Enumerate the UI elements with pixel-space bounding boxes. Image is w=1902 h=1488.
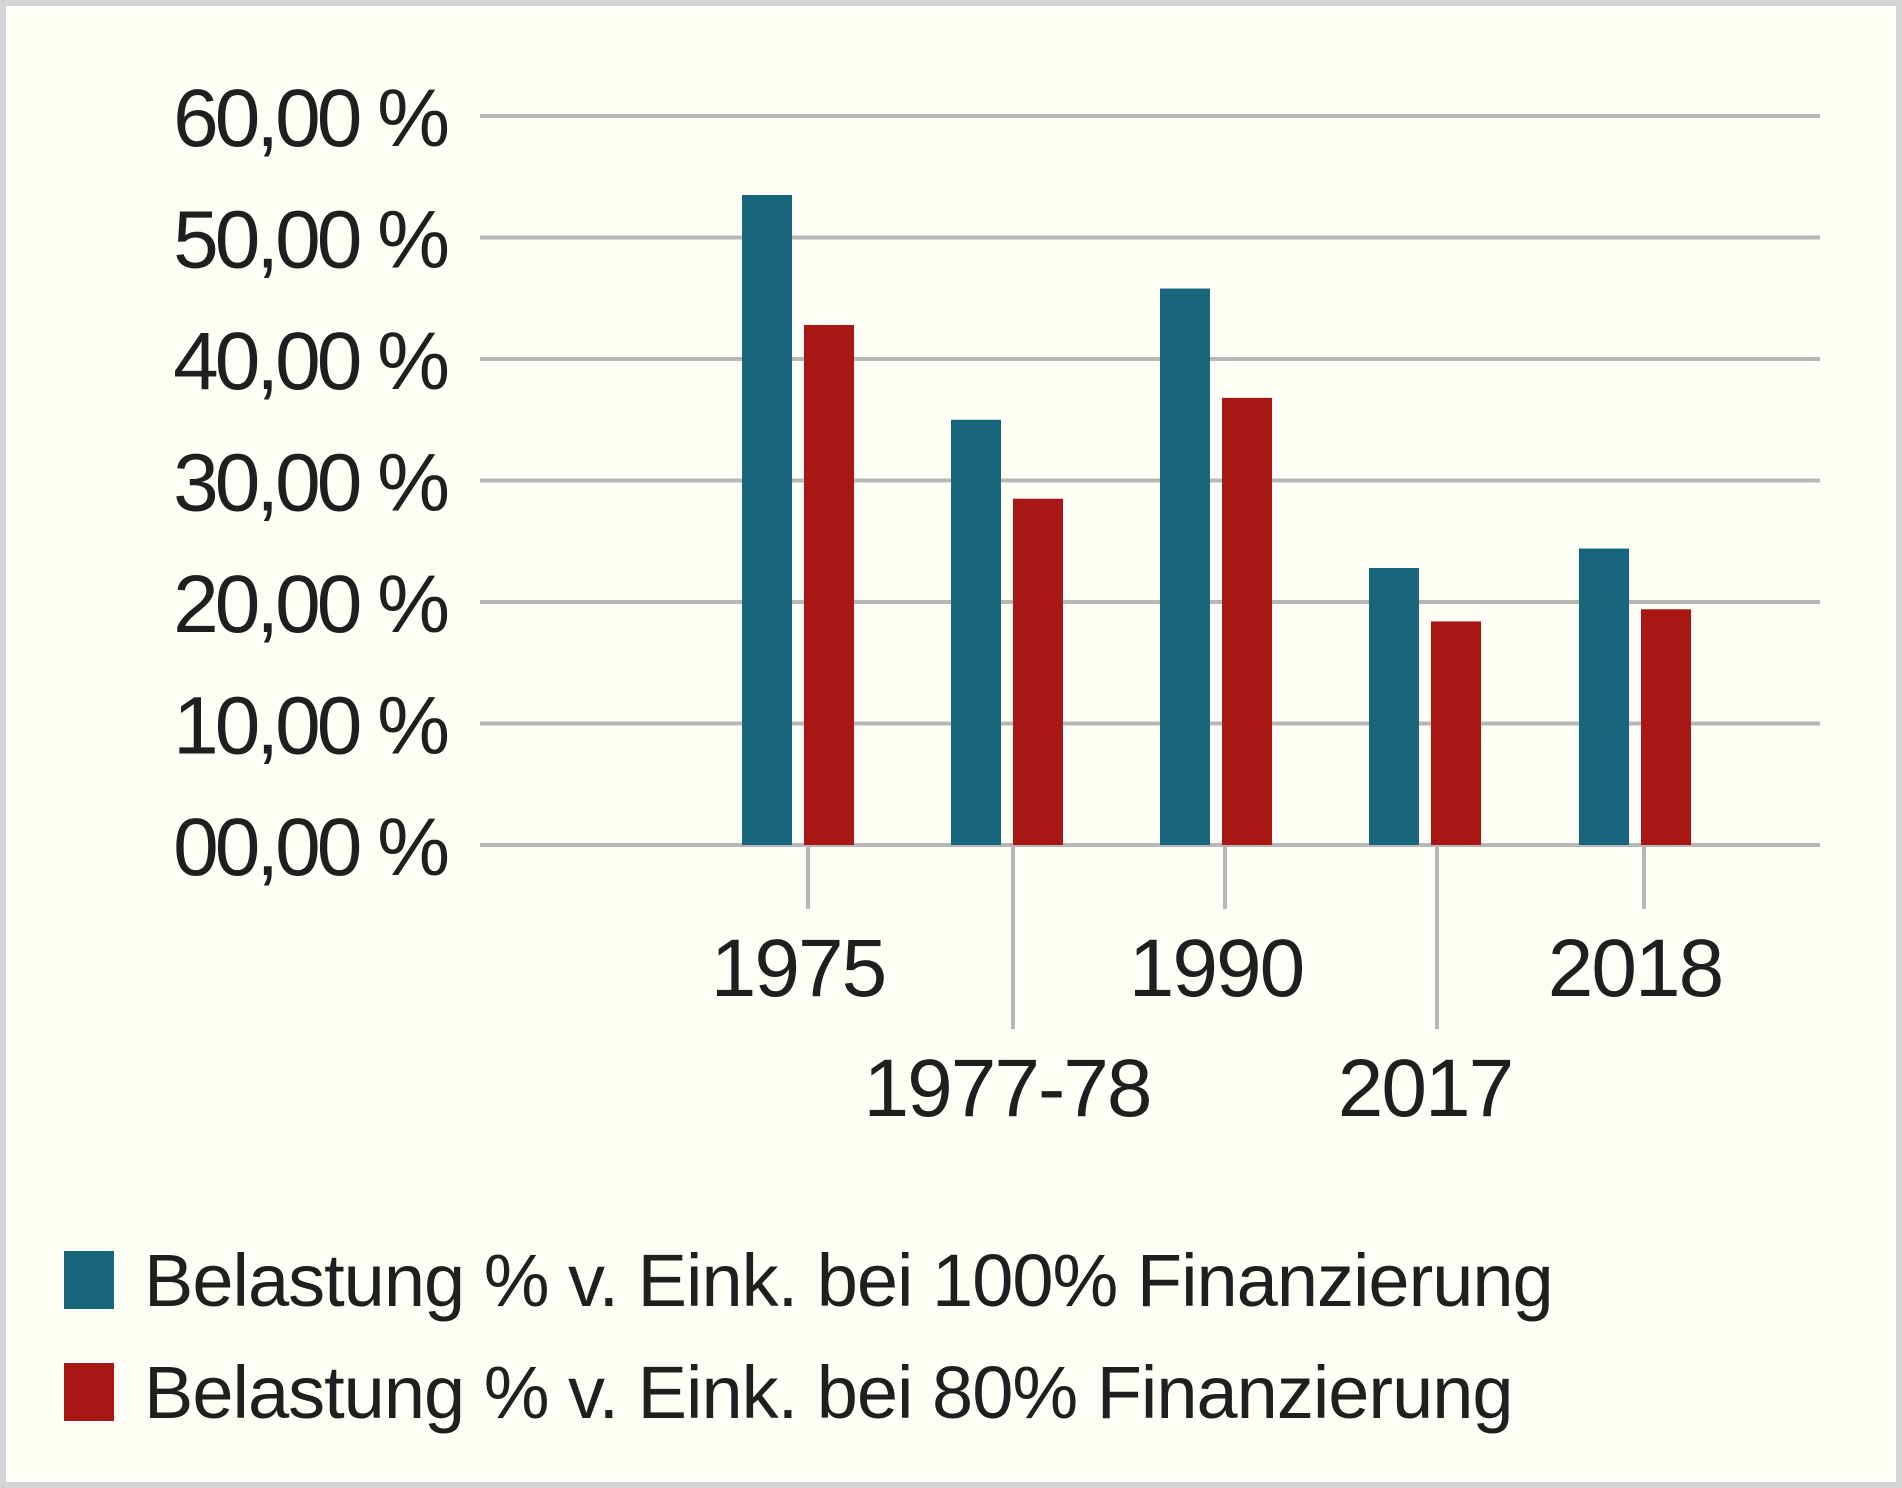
x-category-label: 1990 [1129,923,1303,1014]
legend: Belastung % v. Eink. bei 100% Finanzieru… [64,1224,1554,1448]
bar-chart: 00,00 % 10,00 % 20,00 % 30,00 % 40,00 % 50,00… [173,73,1820,1134]
y-tick-label: 20,00 % [173,559,447,650]
y-axis-tick-labels: 00,00 % 10,00 % 20,00 % 30,00 % 40,00 % 50,00… [173,73,451,893]
bar-series-2-1975 [804,324,854,846]
bar-series-2-1990 [1222,397,1272,845]
y-tick-label: 40,00 % [173,316,447,407]
legend-label-series-1: Belastung % v. Eink. bei 100% Finanzieru… [144,1238,1554,1322]
y-tick-label: 30,00 % [173,438,447,529]
legend-swatch-series-2 [64,1363,114,1421]
bar-series-1-1975 [742,194,792,846]
x-axis: 1975 1977-78 1990 2017 2018 [711,845,1724,1134]
bar-series-1-2017 [1369,567,1419,845]
y-tick-label: 00,00 % [173,802,447,893]
legend-item-series-1: Belastung % v. Eink. bei 100% Finanzieru… [64,1224,1554,1336]
x-category-label: 1977-78 [864,1043,1151,1134]
y-tick-label: 10,00 % [173,681,447,772]
bar-series-1-1977-78 [951,419,1001,845]
legend-item-series-2: Belastung % v. Eink. bei 80% Finanzierun… [64,1336,1553,1448]
y-tick-label: 50,00 % [173,195,447,286]
x-category-label: 2017 [1338,1043,1512,1134]
bar-series-2-2017 [1431,621,1481,845]
bar-series-2-2018 [1641,609,1691,845]
gridlines [480,114,1820,847]
legend-swatch-series-1 [64,1251,114,1309]
bar-series-1-1990 [1160,288,1210,845]
bars [742,194,1691,846]
x-category-label: 2018 [1548,923,1722,1014]
bar-series-1-2018 [1579,548,1629,845]
legend-label-series-2: Belastung % v. Eink. bei 80% Finanzierun… [144,1350,1514,1434]
x-category-label: 1975 [711,923,885,1014]
y-tick-label: 60,00 % [173,73,447,164]
bar-series-2-1977-78 [1013,498,1063,845]
